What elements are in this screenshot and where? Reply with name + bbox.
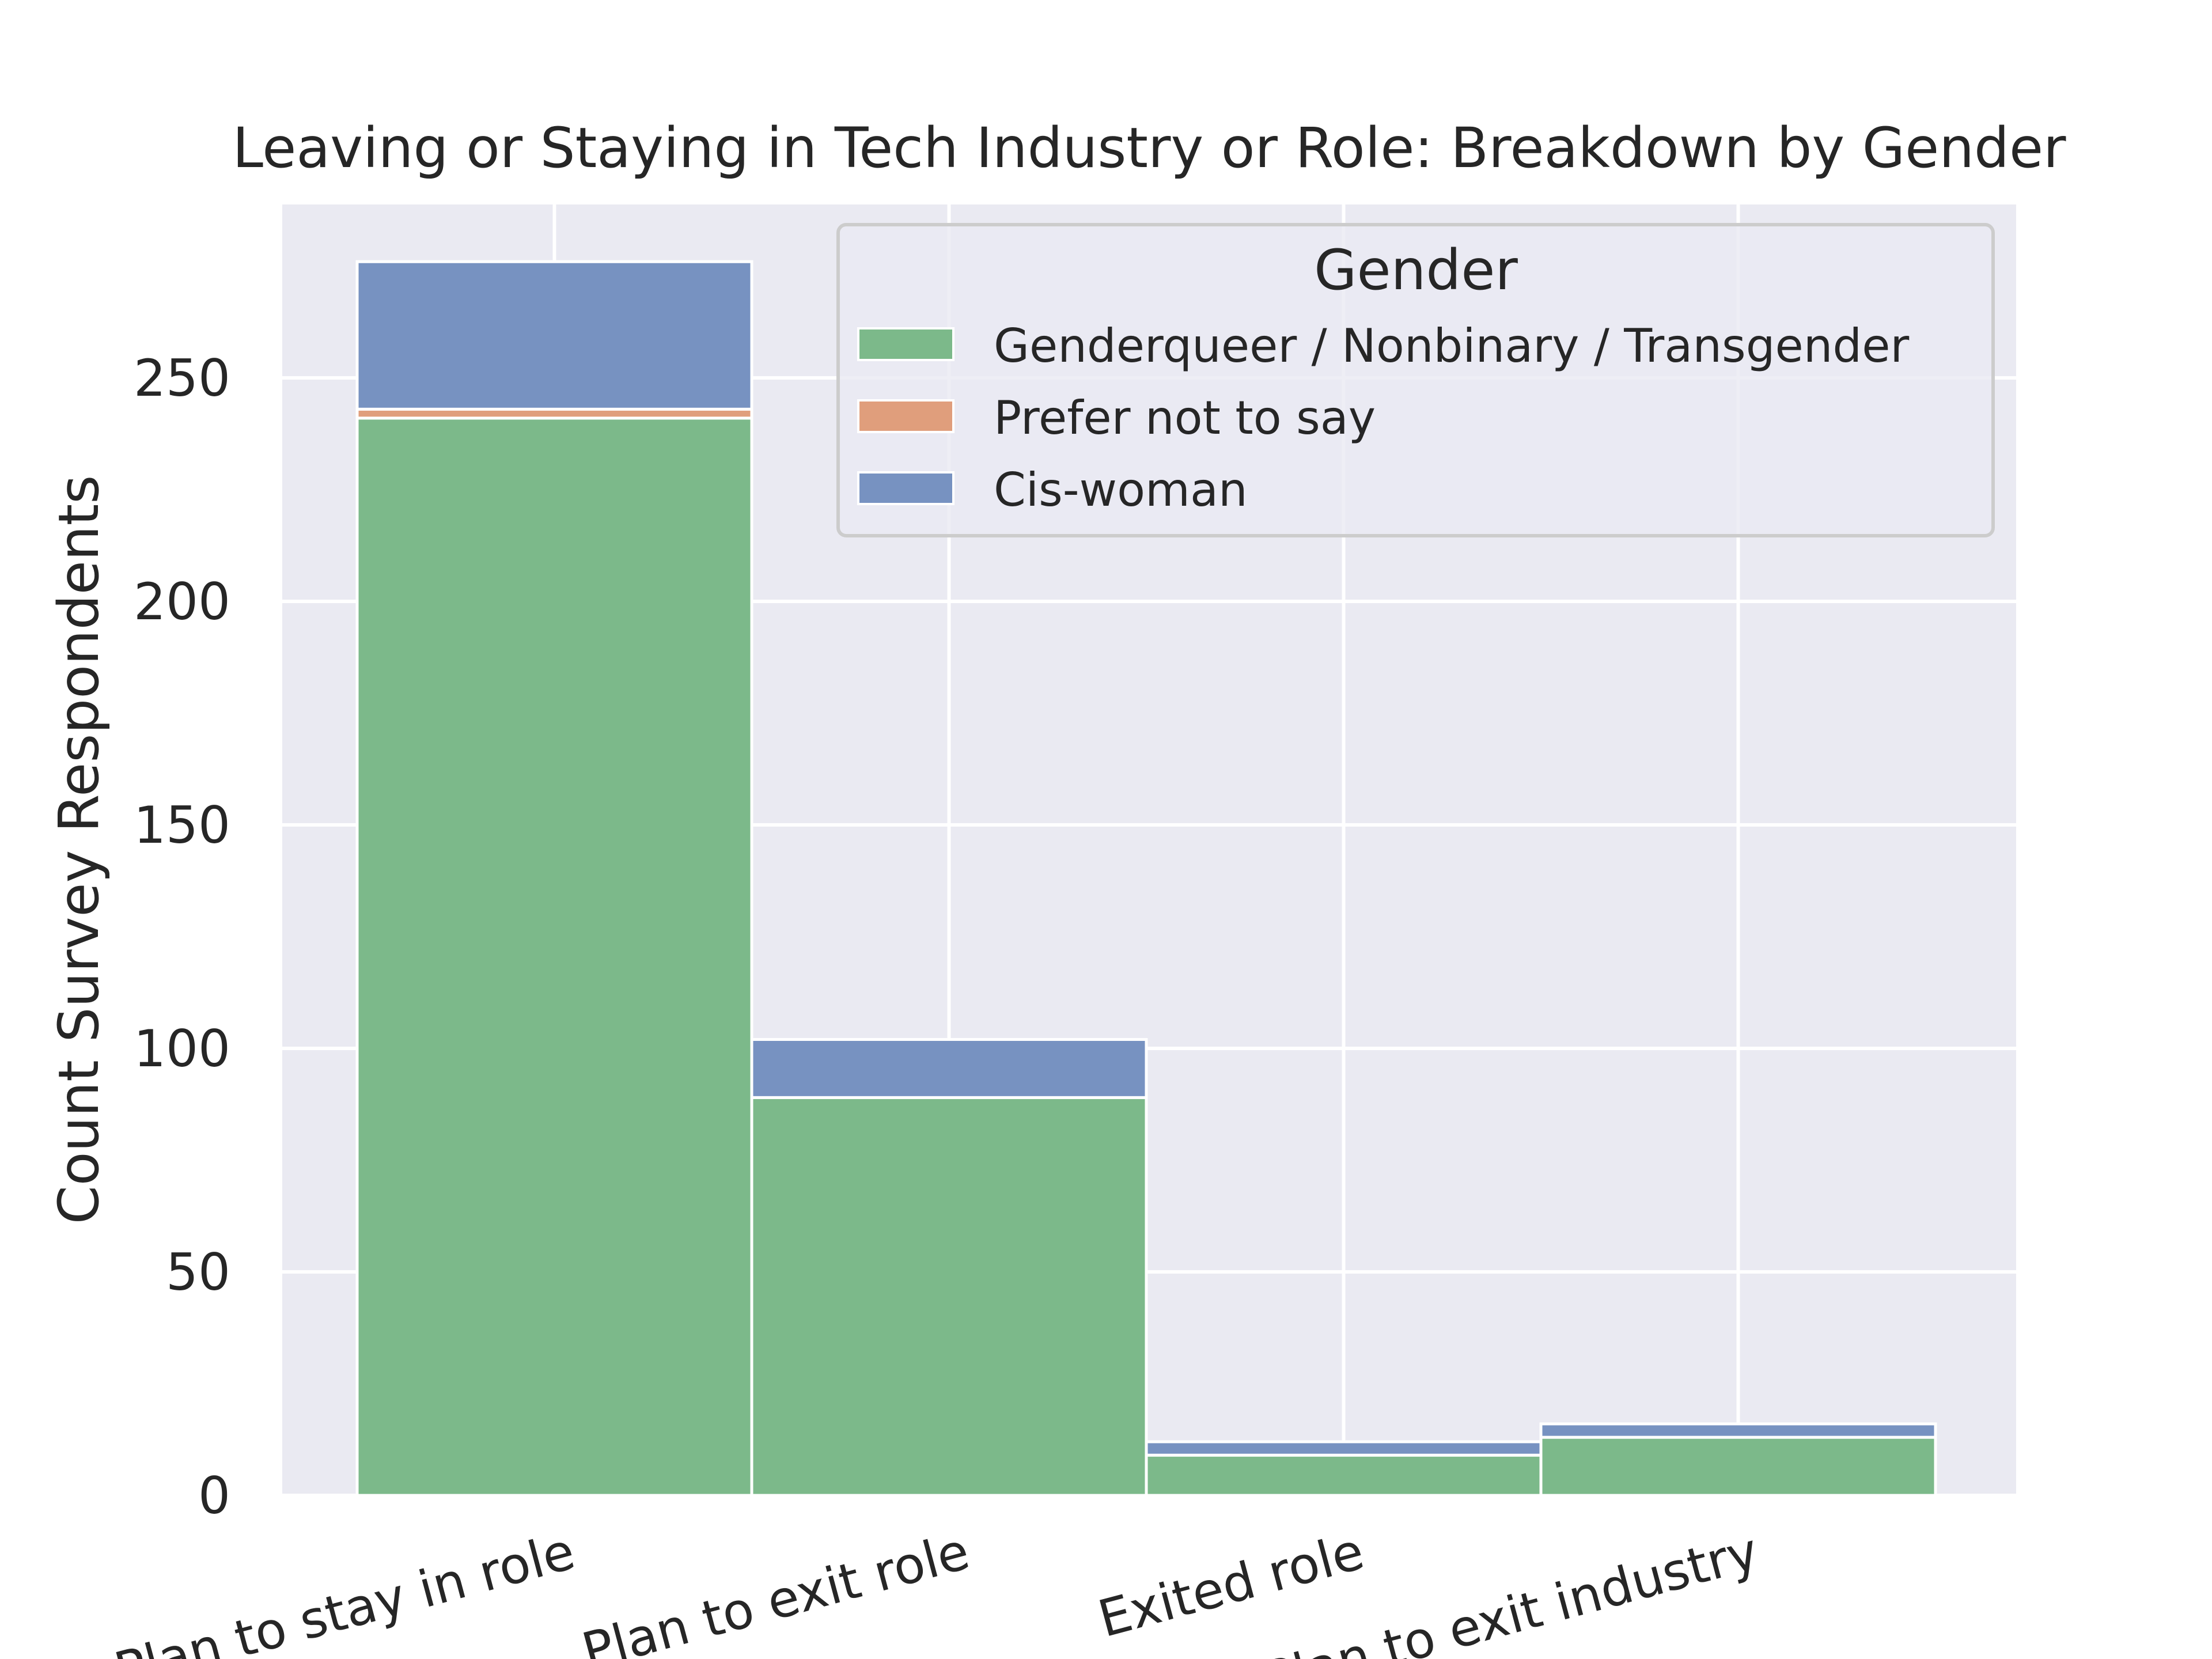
x-tick-label-0: Plan to stay in role	[109, 1521, 581, 1659]
y-tick-labels: 0 50 100 150 200 250	[134, 349, 230, 1525]
legend-swatch-2	[857, 471, 955, 505]
bar-segment-0-2	[355, 260, 753, 411]
legend-label-0: Genderqueer / Nonbinary / Transgender	[994, 319, 1909, 373]
bar-segment-3-2	[1539, 1422, 1937, 1439]
bars-layer	[355, 260, 1937, 1497]
legend-label-2: Cis-woman	[994, 463, 1248, 517]
y-tick-label-0: 0	[198, 1466, 230, 1525]
bar-segment-1-0	[750, 1096, 1148, 1497]
bar-segment-2-0	[1145, 1453, 1543, 1497]
legend-swatch-1	[857, 399, 955, 433]
legend-title: Gender	[1314, 238, 1518, 302]
bar-segment-2-2	[1145, 1440, 1543, 1457]
x-tick-label-1: Plan to exit role	[576, 1521, 975, 1659]
bar-segment-3-0	[1539, 1435, 1937, 1497]
x-tick-label-2: Exited role	[1092, 1521, 1370, 1649]
bar-segment-1-2	[750, 1037, 1148, 1099]
y-tick-label-100: 100	[134, 1019, 230, 1078]
y-tick-label-250: 250	[134, 349, 230, 408]
y-tick-label-150: 150	[134, 796, 230, 855]
legend: Gender Genderqueer / Nonbinary / Transge…	[836, 223, 1995, 537]
y-tick-label-50: 50	[166, 1243, 230, 1302]
y-tick-label-200: 200	[134, 572, 230, 631]
legend-swatch-0	[857, 327, 955, 361]
legend-label-1: Prefer not to say	[994, 391, 1376, 445]
bar-segment-0-0	[355, 416, 753, 1497]
y-axis-label: Count Survey Respondents	[47, 475, 111, 1225]
legend-entries: Genderqueer / Nonbinary / Transgender Pre…	[857, 319, 1909, 517]
legend-frame	[836, 223, 1995, 537]
chart-title: Leaving or Staying in Tech Industry or R…	[232, 116, 2066, 180]
